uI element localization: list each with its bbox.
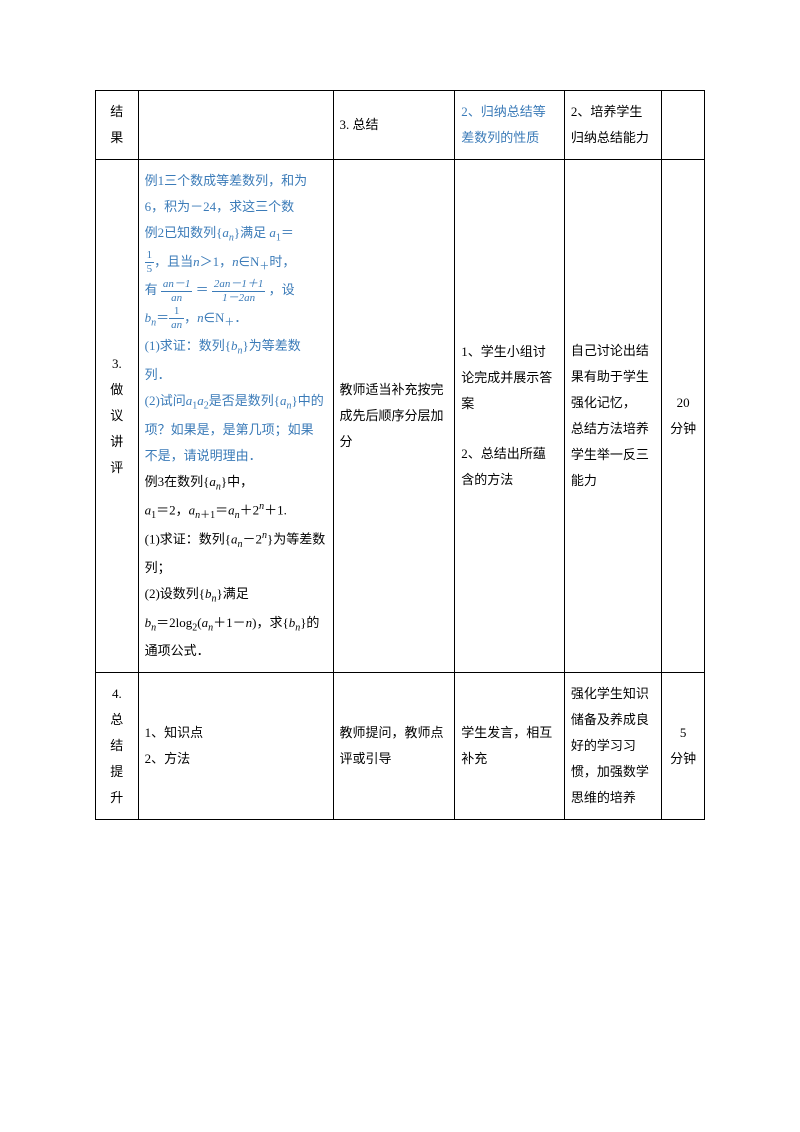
cell-student: 2、归纳总结等差数列的性质	[455, 91, 565, 160]
cell-teacher: 教师适当补充按完成先后顺序分层加分	[333, 160, 455, 673]
cell-time	[662, 91, 705, 160]
cell-student: 1、学生小组讨论完成并展示答案 2、总结出所蕴含的方法	[455, 160, 565, 673]
cell-intent: 2、培养学生归纳总结能力	[564, 91, 661, 160]
cell-content: 1、知识点 2、方法	[138, 673, 333, 820]
example-1: 例1三个数成等差数列，和为6，积为－24，求这三个数	[145, 168, 327, 220]
cell-intent: 自己讨论出结果有助于学生强化记忆， 总结方法培养学生举一反三能力	[564, 160, 661, 673]
student-p2: 2、总结出所蕴含的方法	[461, 441, 558, 493]
cell-stage: 3. 做 议 讲 评	[96, 160, 139, 673]
cell-content: 例1三个数成等差数列，和为6，积为－24，求这三个数 例2已知数列{an}满足 …	[138, 160, 333, 673]
cell-teacher: 3. 总结	[333, 91, 455, 160]
cell-student: 学生发言，相互补充	[455, 673, 565, 820]
table-row: 3. 做 议 讲 评 例1三个数成等差数列，和为6，积为－24，求这三个数 例2…	[96, 160, 705, 673]
example-2: 例2已知数列{an}满足 a1＝ 15，且当n＞1，n∈N＋时， 有 an－1a…	[145, 220, 327, 469]
example-3: 例3在数列{an}中， a1＝2，an＋1＝an＋2n＋1. (1)求证：数列{…	[145, 469, 327, 665]
cell-content	[138, 91, 333, 160]
table-row: 结 果 3. 总结 2、归纳总结等差数列的性质 2、培养学生归纳总结能力	[96, 91, 705, 160]
cell-intent: 强化学生知识储备及养成良好的学习习惯，加强数学思维的培养	[564, 673, 661, 820]
cell-time: 20 分钟	[662, 160, 705, 673]
cell-time: 5 分钟	[662, 673, 705, 820]
intent-p2: 总结方法培养学生举一反三能力	[571, 416, 655, 494]
intent-p1: 自己讨论出结果有助于学生强化记忆，	[571, 338, 655, 416]
lesson-plan-table: 结 果 3. 总结 2、归纳总结等差数列的性质 2、培养学生归纳总结能力 3. …	[95, 90, 705, 820]
student-p1: 1、学生小组讨论完成并展示答案	[461, 339, 558, 417]
cell-stage: 4. 总 结 提 升	[96, 673, 139, 820]
cell-stage: 结 果	[96, 91, 139, 160]
table-row: 4. 总 结 提 升 1、知识点 2、方法 教师提问，教师点评或引导 学生发言，…	[96, 673, 705, 820]
cell-teacher: 教师提问，教师点评或引导	[333, 673, 455, 820]
